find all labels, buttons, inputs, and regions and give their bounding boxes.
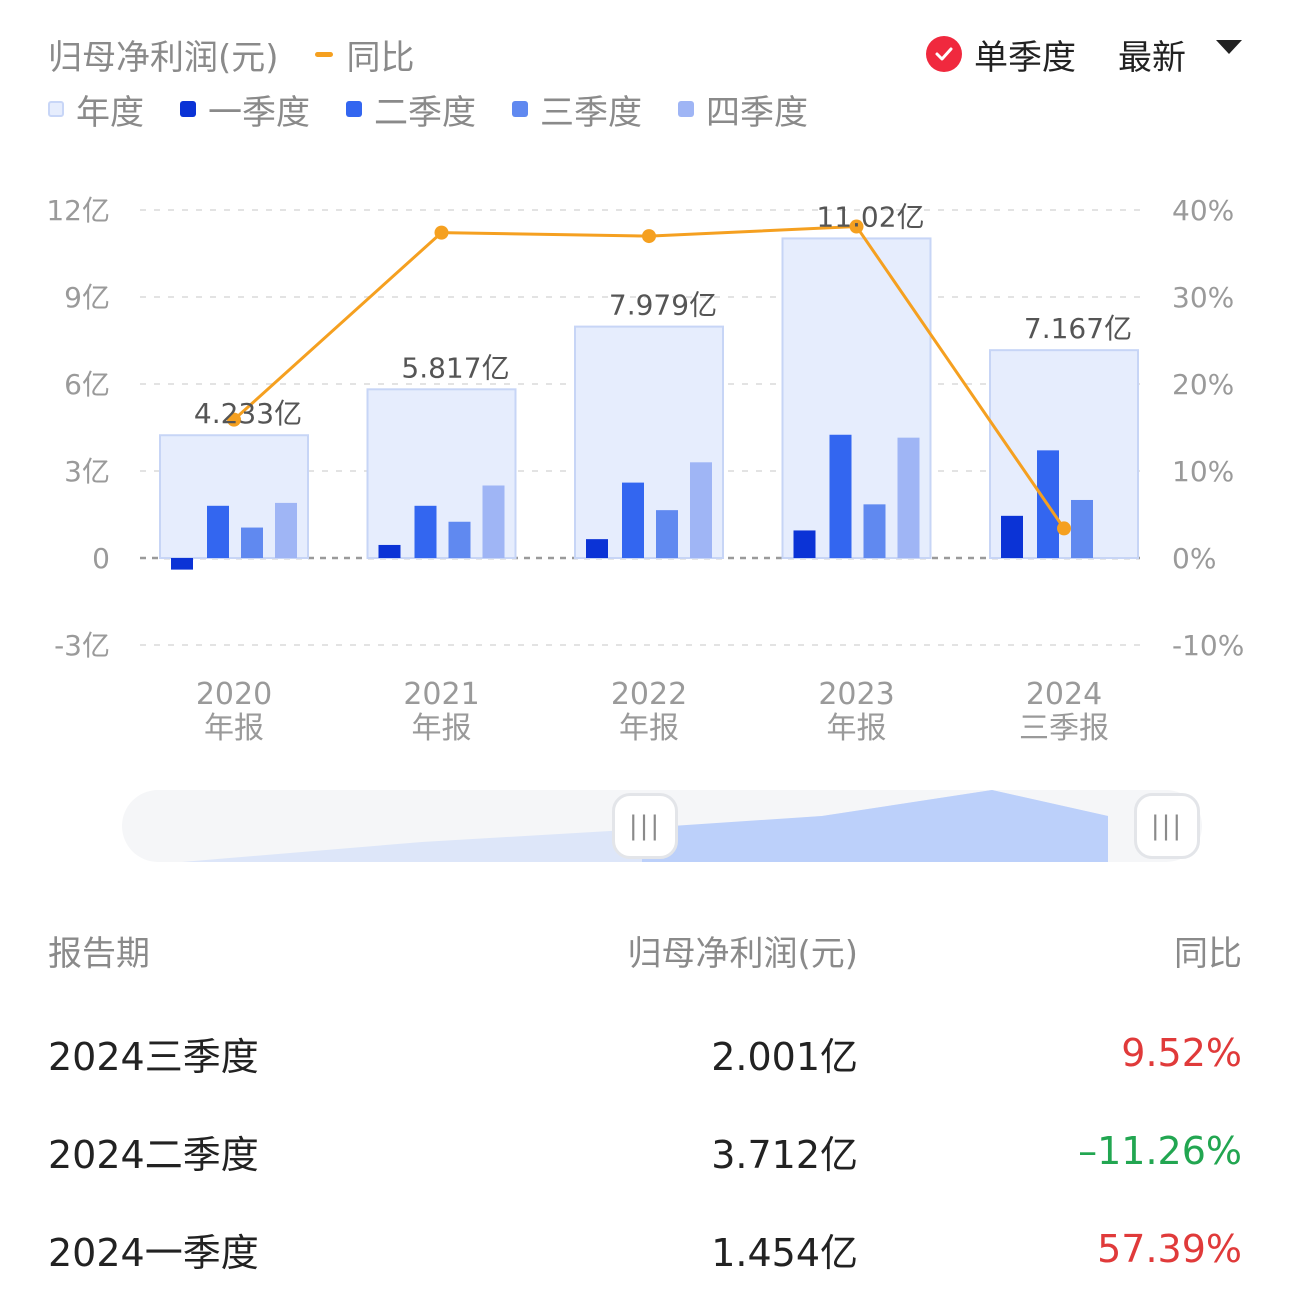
quarter-bar-q2 [622,482,644,558]
table-header: 报告期 归母净利润(元) 同比 [48,912,1242,988]
y-left-tick-label: 0 [92,542,110,575]
latest-select[interactable]: 最新 [1118,37,1186,78]
header-period: 报告期 [48,933,150,974]
quarter-bar-q2 [829,434,852,558]
legend-label-q4: 四季度 [706,92,808,133]
y-left-tick-label: -3亿 [54,629,110,662]
legend-item-q1[interactable]: 一季度 [180,85,310,134]
series-legend: 年度 一季度 二季度 三季度 四季度 [48,84,844,134]
header-value: 归母净利润(元) [627,933,858,974]
data-table: 报告期 归母净利润(元) 同比 2024三季度 2.001亿 9.52% 202… [48,912,1242,1298]
chart-legend-top: 归母净利润(元) 同比 [48,28,415,80]
y-right-tick-label: 30% [1172,281,1234,314]
legend-swatch-q3 [512,101,528,117]
x-tick-period: 三季报 [1019,711,1109,746]
x-tick-year: 2021 [403,677,479,712]
y-left-tick-label: 6亿 [64,368,110,401]
legend-label-q2: 二季度 [374,92,476,133]
legend-swatch-q2 [346,101,362,117]
legend-item-q4[interactable]: 四季度 [678,85,808,134]
annual-value-label: 11.02亿 [816,200,924,233]
row-period: 2024二季度 [48,1132,259,1177]
row-value: 1.454亿 [711,1230,858,1275]
slider-handle-left[interactable]: ||| [612,793,678,859]
legend-item-annual[interactable]: 年度 [48,85,144,134]
quarter-bar-q1 [378,544,401,558]
yoy-point [642,229,656,244]
legend-label-q1: 一季度 [208,92,310,133]
table-row[interactable]: 2024三季度 2.001亿 9.52% [48,1004,1242,1102]
yoy-point [849,219,864,234]
legend-label-q3: 三季度 [540,92,642,133]
quarter-bar-q3 [863,504,886,558]
row-period: 2024一季度 [48,1230,259,1275]
quarter-bar-q2 [207,505,229,558]
x-tick-period: 年报 [619,711,679,746]
row-yoy: 57.39% [1097,1227,1242,1271]
quarter-bar-q1 [171,558,193,570]
x-tick-period: 年报 [204,711,264,746]
x-tick-year: 2024 [1026,677,1102,712]
quarter-bar-q4 [275,502,297,558]
legend-item-q3[interactable]: 三季度 [512,85,642,134]
row-value: 3.712亿 [711,1132,858,1177]
x-tick-year: 2023 [818,677,894,712]
y-left-tick-label: 9亿 [64,281,110,314]
quarter-bar-q4 [897,437,920,558]
row-value: 2.001亿 [711,1034,858,1079]
yoy-point [227,412,241,427]
annual-value-label: 7.979亿 [609,289,717,322]
metric-legend-label: 归母净利润(元) [48,37,279,78]
legend-swatch-annual [48,101,64,117]
yoy-point [1057,521,1071,536]
slider-handle-right[interactable]: ||| [1134,793,1200,859]
quarter-bar-q3 [448,521,471,558]
slider-preview-area-selected [642,790,1108,862]
quarter-bar-q3 [241,527,263,558]
chevron-down-icon[interactable] [1216,40,1242,54]
check-icon[interactable] [926,36,962,72]
x-tick-year: 2020 [196,677,272,712]
yoy-legend-label: 同比 [346,37,415,78]
chart-controls: 单季度 最新 [926,26,1242,82]
x-tick-year: 2022 [611,677,687,712]
quarter-bar-q3 [656,510,678,558]
y-left-tick-label: 3亿 [64,455,110,488]
quarter-bar-q3 [1071,499,1093,558]
yoy-point [434,225,449,240]
annual-value-label: 7.167亿 [1024,312,1132,345]
quarter-bar-q1 [586,539,608,558]
legend-label-annual: 年度 [76,92,144,133]
x-tick-period: 年报 [827,711,887,746]
row-yoy: –11.26% [1078,1129,1242,1173]
y-right-tick-label: 10% [1172,455,1234,488]
quarter-bar-q4 [690,462,712,558]
annual-value-label: 4.233亿 [194,397,302,430]
header-yoy: 同比 [1174,933,1242,974]
quarter-bar-q1 [793,530,816,558]
legend-swatch-q4 [678,101,694,117]
slider-preview [182,790,1108,862]
y-right-tick-label: -10% [1172,629,1244,662]
yoy-legend-swatch [314,51,333,57]
x-tick-period: 年报 [412,711,472,746]
y-left-tick-label: 12亿 [46,194,110,227]
single-quarter-toggle[interactable]: 单季度 [974,37,1076,78]
annual-value-label: 5.817亿 [401,351,509,384]
legend-item-q2[interactable]: 二季度 [346,85,476,134]
net-profit-chart: -3亿03亿6亿9亿12亿-10%0%10%20%30%40%2020年报202… [46,194,1244,746]
row-yoy: 9.52% [1121,1031,1242,1075]
quarter-bar-q2 [414,505,437,558]
y-right-tick-label: 20% [1172,368,1234,401]
quarter-bar-q4 [482,485,505,558]
y-right-tick-label: 0% [1172,542,1216,575]
quarter-bar-q1 [1001,515,1023,558]
table-row[interactable]: 2024二季度 3.712亿 –11.26% [48,1102,1242,1200]
legend-swatch-q1 [180,101,196,117]
table-row[interactable]: 2024一季度 1.454亿 57.39% [48,1200,1242,1298]
y-right-tick-label: 40% [1172,194,1234,227]
row-period: 2024三季度 [48,1034,259,1079]
